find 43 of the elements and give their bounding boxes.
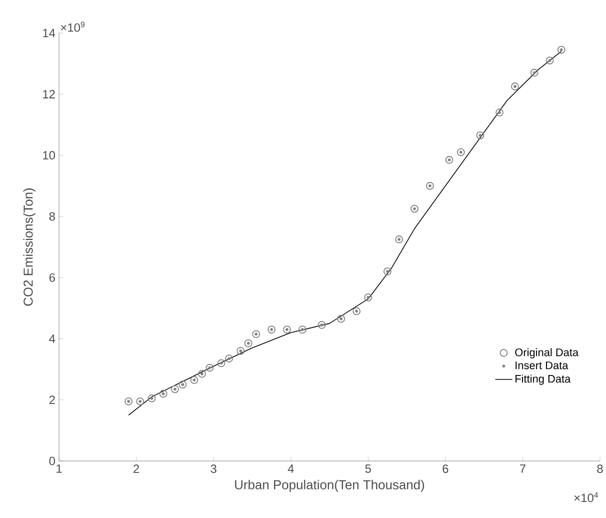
point: [148, 394, 156, 402]
point: [124, 397, 132, 406]
point: [530, 68, 538, 77]
point: [496, 108, 504, 116]
legend-label: Insert Data: [516, 362, 568, 370]
y-tick-label: 4: [49, 334, 56, 343]
y-tick-label: 10: [43, 151, 56, 160]
y-tick-label: 6: [49, 273, 55, 282]
x-tick-label: 7: [520, 464, 526, 473]
x-tick-label: 4: [288, 464, 294, 473]
y-tick-label: 14: [43, 28, 56, 38]
x-tick-label: 2: [134, 464, 140, 473]
point: [395, 235, 403, 244]
y-tick-label: 8: [49, 212, 55, 221]
point: [546, 56, 554, 64]
point: [364, 294, 372, 302]
point: [410, 204, 418, 213]
x-tick-label: 5: [365, 464, 371, 473]
point: [244, 339, 252, 348]
point: [225, 354, 233, 363]
point: [511, 82, 519, 90]
point: [337, 314, 346, 323]
y-tick-label: 0: [49, 456, 56, 466]
x-tick-label: 3: [210, 464, 216, 473]
x-tick-label: 6: [442, 464, 448, 473]
legend-label: Fitting Data: [516, 374, 571, 385]
point: [198, 370, 206, 378]
point: [384, 268, 392, 276]
point: [178, 380, 187, 389]
text: ×10$^{4}$: [574, 492, 598, 502]
point: [318, 321, 326, 329]
x-axis-title: Urban Population(Ten Thousand): [235, 480, 424, 492]
x-tick-label: 1: [56, 464, 62, 473]
point: [170, 385, 179, 394]
y-axis-title: CO2 Emissions(Ton): [23, 188, 36, 306]
point: [557, 46, 566, 54]
x-tick-label: 8: [597, 464, 603, 473]
legend-label: Original Data: [515, 348, 579, 358]
y-tick-label: 2: [49, 396, 55, 404]
y-tick-label: 12: [43, 90, 55, 98]
text: ×10$^{9}$: [61, 22, 85, 32]
point: [252, 330, 260, 338]
point: [236, 347, 245, 355]
